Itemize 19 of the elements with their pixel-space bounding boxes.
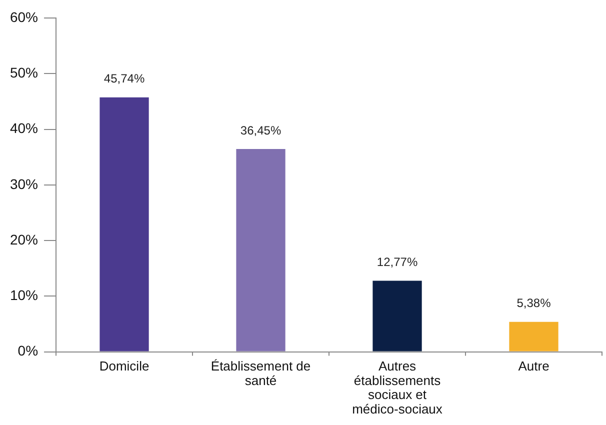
x-tick-label: Domicile [99, 358, 150, 374]
x-tick-label: Établissement de santé [210, 358, 311, 388]
y-tick-label: 50% [10, 64, 38, 80]
y-tick-label: 20% [10, 231, 38, 248]
y-tick-label: 0% [18, 342, 38, 359]
y-tick-label: 10% [10, 287, 38, 304]
data-label: 12,77% [376, 255, 418, 270]
bar [236, 149, 286, 352]
data-label: 36,45% [240, 123, 282, 138]
x-tick-label: Autres établissements sociaux et médico-sociaux [352, 358, 443, 416]
y-tick-label: 40% [10, 120, 38, 136]
y-tick-label: 60% [10, 8, 38, 25]
bar [372, 280, 422, 352]
data-label: 5,38% [516, 296, 552, 310]
data-label: 45,74% [104, 72, 145, 86]
y-tick-label: 30% [10, 176, 38, 192]
bar [100, 97, 149, 352]
x-tick-label: Autre [518, 358, 550, 374]
bar [509, 322, 558, 352]
